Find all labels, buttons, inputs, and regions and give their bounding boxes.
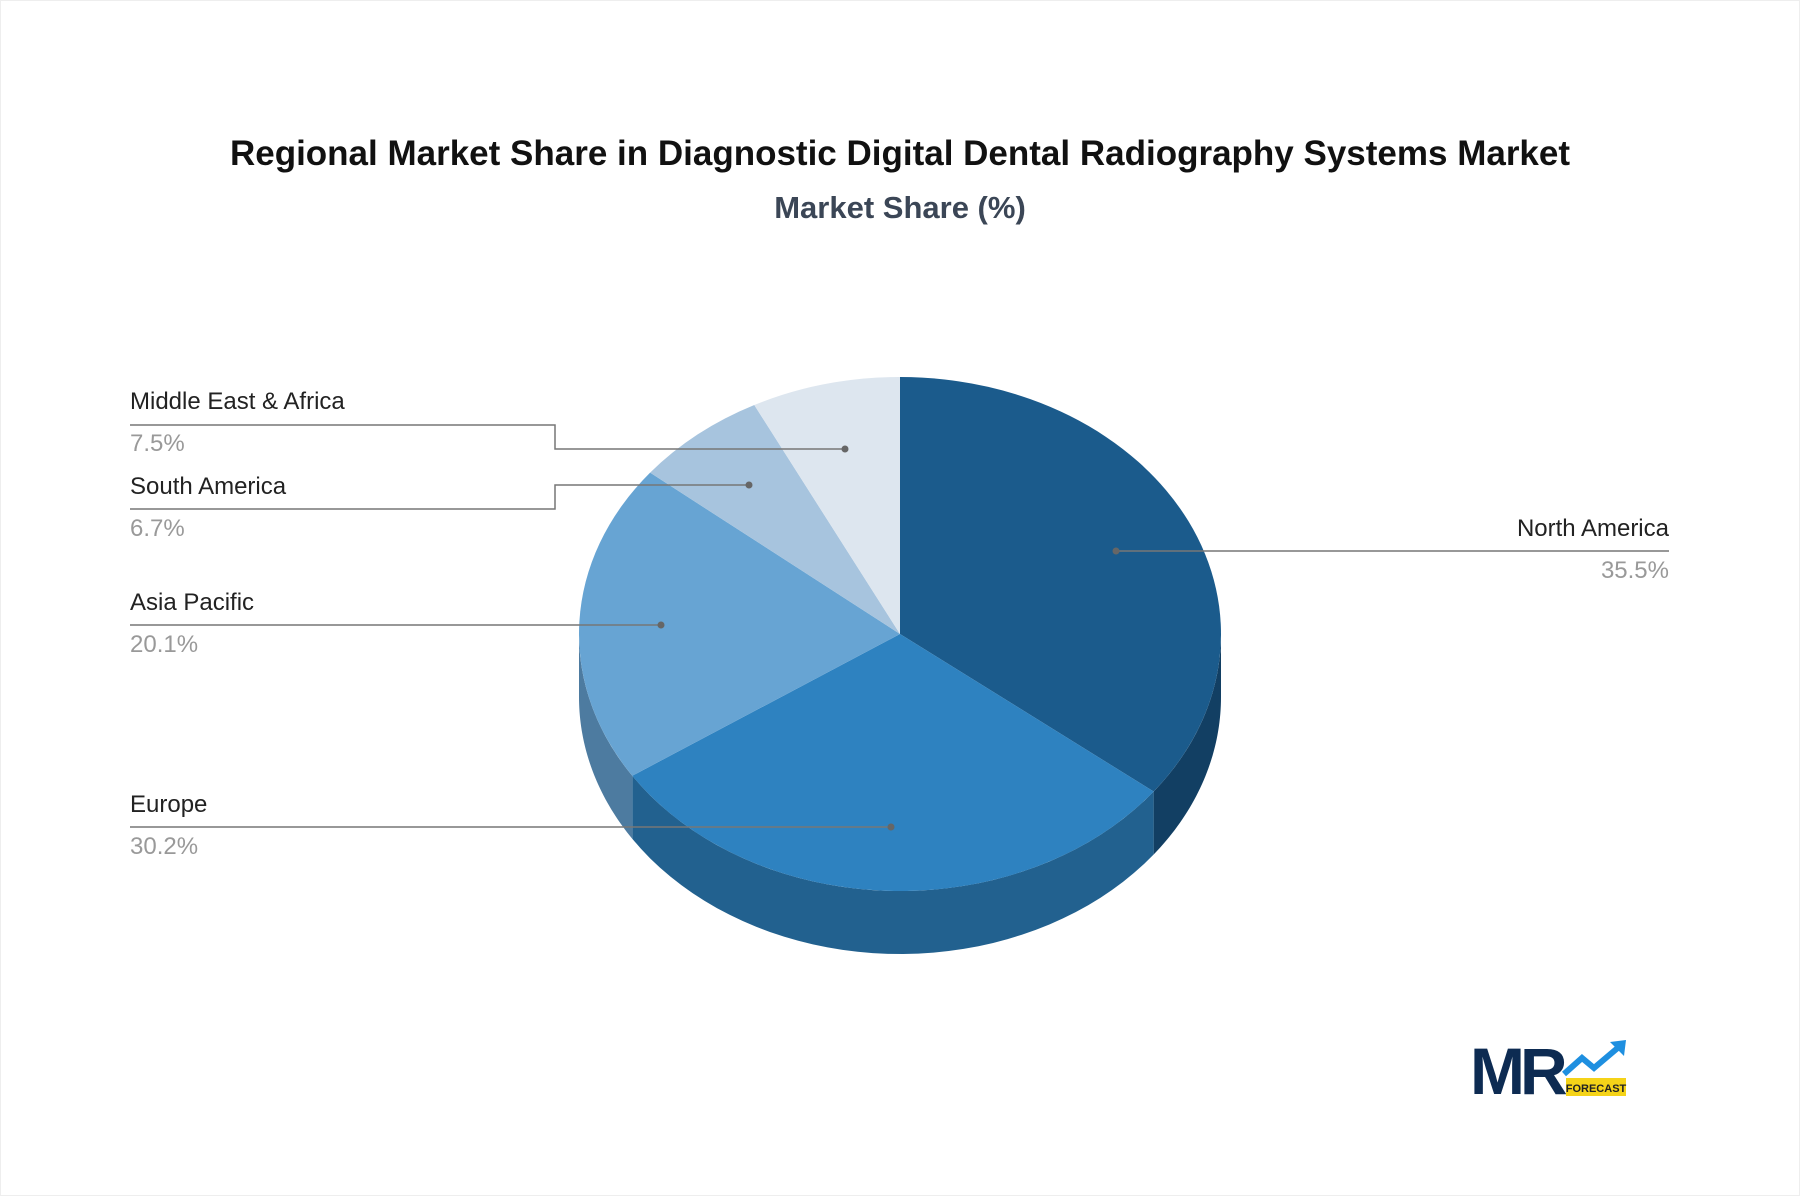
leader-line-south-america [130, 484, 749, 510]
pie-side-europe [632, 775, 1154, 954]
value-north-america: 35.5% [1600, 557, 1669, 584]
pie-side-north-america [1153, 634, 1221, 855]
pie-slice-north-america[interactable] [900, 377, 1221, 792]
leader-dot-europe [887, 823, 895, 831]
label-europe: Europe [130, 791, 208, 818]
value-south-america: 6.7% [130, 515, 185, 542]
pie-slice-south-america[interactable] [650, 405, 900, 634]
label-south-america: South America [130, 473, 287, 500]
leader-dot-north-america [1112, 547, 1120, 555]
label-middle-east-africa: Middle East & Africa [130, 388, 345, 415]
label-asia-pacific: Asia Pacific [130, 589, 255, 616]
logo-arrow-head-icon [1610, 1040, 1626, 1056]
logo-badge-text: FORECAST [1566, 1083, 1627, 1095]
logo-badge [1566, 1078, 1626, 1096]
logo-mr-text: MR [1470, 1038, 1567, 1100]
pie-slice-asia-pacific[interactable] [579, 472, 900, 776]
leader-dot-asia-pacific [657, 621, 665, 629]
chart-subtitle: Market Share (%) [774, 190, 1026, 225]
pie-side-asia-pacific [579, 634, 633, 839]
leader-dot-south-america [745, 481, 753, 489]
value-middle-east-africa: 7.5% [130, 430, 185, 457]
leader-line-middle-east-africa [130, 424, 845, 450]
label-north-america: North America [1516, 515, 1669, 542]
leader-dot-middle-east-africa [841, 445, 849, 453]
pie-slice-middle-east-africa[interactable] [754, 377, 900, 634]
mr-forecast-logo: MR FORECAST [1470, 1038, 1627, 1100]
chart-title: Regional Market Share in Diagnostic Digi… [229, 134, 1571, 173]
logo-arrow-icon [1562, 1043, 1622, 1077]
value-europe: 30.2% [130, 833, 199, 860]
value-asia-pacific: 20.1% [130, 631, 199, 658]
